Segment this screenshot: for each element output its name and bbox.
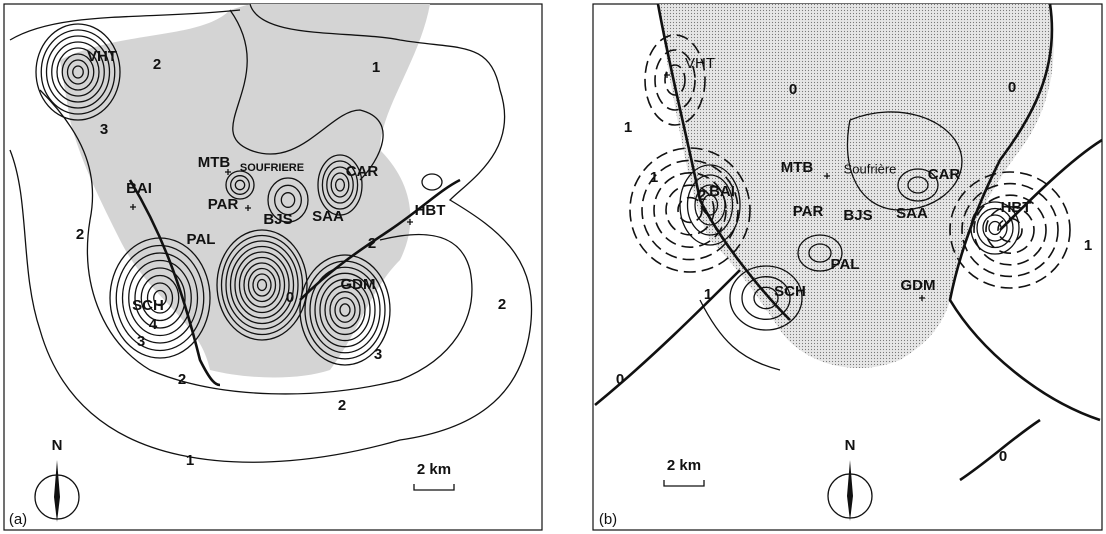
north-label: N bbox=[52, 437, 63, 454]
station-label: BAI bbox=[709, 183, 735, 200]
station-label: SCH bbox=[774, 283, 806, 300]
station-label: HBT bbox=[415, 202, 446, 219]
station-label: PAL bbox=[831, 256, 860, 273]
contour-label: 2 bbox=[153, 56, 161, 73]
contour-label: 2 bbox=[498, 296, 506, 313]
contour-label: 2 bbox=[76, 226, 84, 243]
station-label: CAR bbox=[928, 166, 961, 183]
contour-label: 0 bbox=[999, 448, 1007, 465]
station-label: SOUFRIERE bbox=[240, 162, 304, 174]
station-label: VHT bbox=[87, 48, 117, 65]
panel-label: (b) bbox=[599, 511, 617, 528]
station-label: PAR bbox=[793, 203, 824, 220]
contour-label: 3 bbox=[137, 333, 145, 350]
station-label: PAL bbox=[187, 231, 216, 248]
station-label: MTB bbox=[781, 159, 814, 176]
panel-a: VHT BAI MTB SOUFRIERE CAR PAR BJS SAA HB… bbox=[4, 4, 542, 530]
contour-label: 0 bbox=[789, 81, 797, 98]
station-label: SAA bbox=[312, 208, 344, 225]
station-label: BJS bbox=[263, 211, 292, 228]
contour-label: 1 bbox=[704, 286, 712, 303]
contour-label: 1 bbox=[186, 452, 194, 469]
contour-label: 0 bbox=[1008, 79, 1016, 96]
contour-label: 1 bbox=[624, 119, 632, 136]
station-label: SAA bbox=[896, 205, 928, 222]
contour-label: 2 bbox=[338, 397, 346, 414]
contour-label: 1 bbox=[372, 59, 380, 76]
contour-label: 2 bbox=[368, 235, 376, 252]
contour-label: 0 bbox=[616, 371, 624, 388]
contour-label: 1 bbox=[650, 169, 658, 186]
panel-label: (a) bbox=[9, 511, 27, 528]
station-label: CAR bbox=[346, 163, 379, 180]
station-label: GDM bbox=[901, 277, 936, 294]
contour-label: 1 bbox=[1084, 237, 1092, 254]
contour-label: 3 bbox=[100, 121, 108, 138]
station-label: Soufrière bbox=[844, 161, 897, 176]
figure: VHT BAI MTB SOUFRIERE CAR PAR BJS SAA HB… bbox=[0, 0, 1106, 534]
station-label: HBT bbox=[1001, 199, 1032, 216]
contour-label: 0 bbox=[286, 289, 294, 306]
north-label: N bbox=[845, 437, 856, 454]
contour-label: 2 bbox=[178, 371, 186, 388]
station-label: GDM bbox=[341, 276, 376, 293]
contour-label: 2 bbox=[698, 187, 706, 204]
scale-label: 2 km bbox=[417, 461, 451, 478]
station-label: PAR bbox=[208, 196, 239, 213]
station-label: BAI bbox=[126, 180, 152, 197]
scale-label: 2 km bbox=[667, 457, 701, 474]
contour-label: 4 bbox=[149, 316, 158, 333]
contour-label: 3 bbox=[374, 346, 382, 363]
station-label: MTB bbox=[198, 154, 231, 171]
panel-b: VHT MTB Soufrière CAR BAI PAR BJS SAA HB… bbox=[593, 4, 1102, 530]
station-label: BJS bbox=[843, 207, 872, 224]
station-label: SCH bbox=[132, 297, 164, 314]
station-label: VHT bbox=[685, 55, 715, 72]
